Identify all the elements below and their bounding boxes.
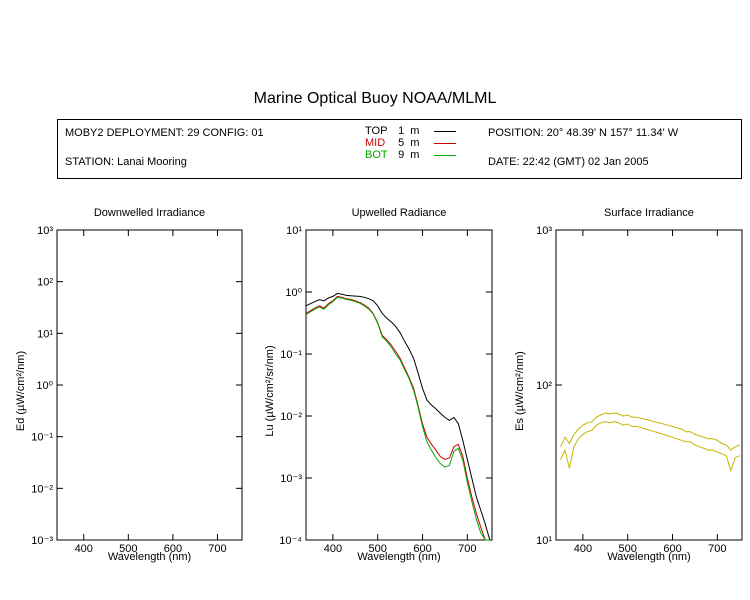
panel3-title: Surface Irradiance <box>604 207 694 219</box>
legend-bot-unit: m <box>410 149 420 161</box>
panel2-ylabel: Lu (µW/cm²/sr/nm) <box>264 345 276 436</box>
position-label: POSITION: 20° 48.39' N 157° 11.34' W <box>488 127 679 139</box>
legend-top-unit: m <box>410 125 420 137</box>
panel1-xlabel: Wavelength (nm) <box>108 551 191 563</box>
panel2-frame <box>305 229 493 541</box>
panel1-ylabel: Ed (µW/cm²/nm) <box>15 351 27 431</box>
panel2-xtick-label-3: 700 <box>458 543 476 555</box>
legend-top: TOP 1 m <box>365 125 457 137</box>
panel3-xtick-label-0: 400 <box>574 543 592 555</box>
panel1-ytick-label-4: 10¹ <box>37 328 53 340</box>
legend-mid-depth: 5 <box>398 137 405 149</box>
panel1-ytick-label-3: 10⁰ <box>36 380 53 392</box>
legend-mid-unit: m <box>410 137 420 149</box>
main-title: Marine Optical Buoy NOAA/MLML <box>253 90 497 107</box>
panel3-series-1 <box>560 421 740 473</box>
legend-mid-swatch <box>434 142 457 144</box>
deployment-label: MOBY2 DEPLOYMENT: 29 CONFIG: 01 <box>65 127 264 139</box>
panel3-ylabel: Es (µW/cm²/nm) <box>514 351 526 431</box>
panel3-xtick-label-2: 600 <box>663 543 681 555</box>
legend-bot-depth: 9 <box>398 149 405 161</box>
panel3-xtick-label-1: 500 <box>619 543 637 555</box>
panel3-ytick-label-2: 10³ <box>536 225 552 237</box>
legend-top-depth: 1 <box>398 125 405 137</box>
panel2-xlabel: Wavelength (nm) <box>357 551 440 563</box>
panel2-xtick-label-1: 500 <box>369 543 387 555</box>
panel1-xtick-label-1: 500 <box>119 543 137 555</box>
panel1-frame <box>56 229 243 541</box>
panel1-ytick-label-2: 10⁻¹ <box>31 432 53 444</box>
date-label: DATE: 22:42 (GMT) 02 Jan 2005 <box>488 156 649 168</box>
panel3-ytick-label-1: 10² <box>536 380 552 392</box>
legend-top-label: TOP <box>365 125 388 137</box>
panel1-xtick-label-3: 700 <box>208 543 226 555</box>
panel2-ytick-label-0: 10⁻⁴ <box>279 535 302 547</box>
panel1-ytick-label-6: 10³ <box>37 225 53 237</box>
panel2-ytick-label-5: 10¹ <box>286 225 302 237</box>
panel1-ytick-label-5: 10² <box>37 277 53 289</box>
panel2-ytick-label-3: 10⁻¹ <box>280 349 302 361</box>
panel2-series-2 <box>305 296 490 541</box>
panel1-xtick-label-2: 600 <box>164 543 182 555</box>
panel3-frame <box>555 229 743 541</box>
panel3-series-0 <box>560 412 740 451</box>
panel2-ytick-label-1: 10⁻³ <box>280 473 302 485</box>
panel3-ytick-label-0: 10¹ <box>536 535 552 547</box>
panel1-ytick-label-1: 10⁻² <box>31 483 53 495</box>
panel1-title: Downwelled Irradiance <box>94 207 205 219</box>
legend-bot: BOT 9 m <box>365 149 457 161</box>
legend-bot-swatch <box>434 154 457 156</box>
panel1-ytick-label-0: 10⁻³ <box>31 535 53 547</box>
deployment-info-box: MOBY2 DEPLOYMENT: 29 CONFIG: 01 STATION:… <box>57 119 742 179</box>
legend-mid: MID 5 m <box>365 137 457 149</box>
panel3-xtick-label-3: 700 <box>708 543 726 555</box>
panel2-ytick-label-4: 10⁰ <box>285 287 302 299</box>
legend-bot-label: BOT <box>365 149 388 161</box>
legend-top-swatch <box>434 130 457 132</box>
station-label: STATION: Lanai Mooring <box>65 156 187 168</box>
panel2-series-0 <box>305 292 491 541</box>
panel1-xtick-label-0: 400 <box>75 543 93 555</box>
panel2-ytick-label-2: 10⁻² <box>280 411 302 423</box>
panel2-title: Upwelled Radiance <box>352 207 447 219</box>
panel2-xtick-label-0: 400 <box>324 543 342 555</box>
panel2-xtick-label-2: 600 <box>413 543 431 555</box>
legend-mid-label: MID <box>365 137 386 149</box>
panel3-xlabel: Wavelength (nm) <box>607 551 690 563</box>
panel2-series-1 <box>305 295 490 541</box>
